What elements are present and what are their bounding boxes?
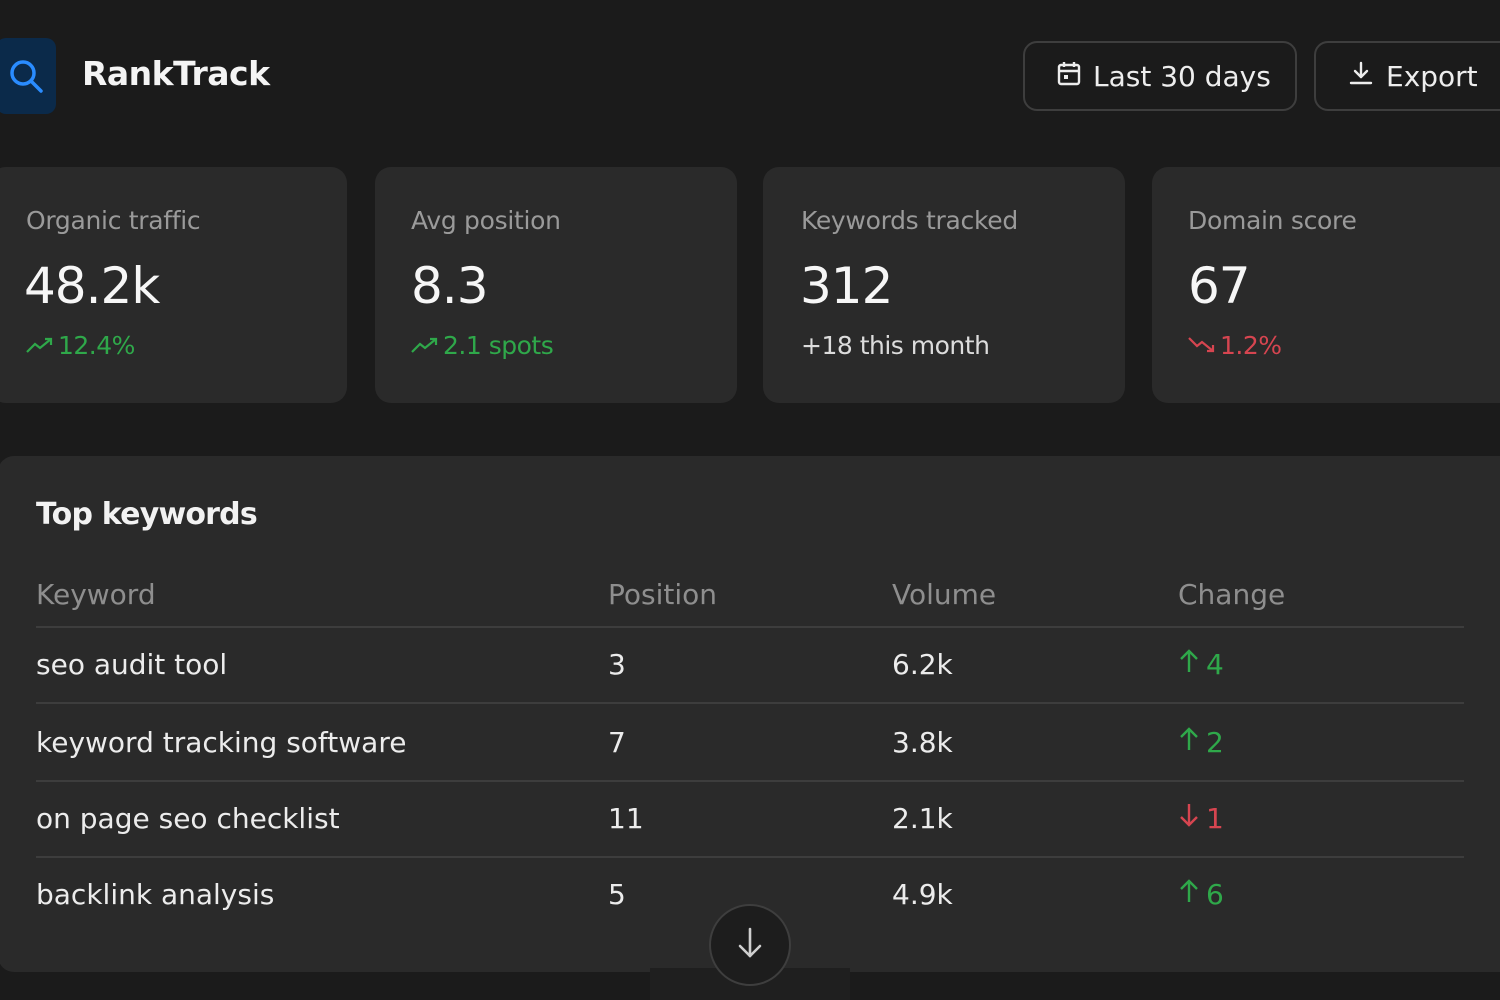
arrow-up-icon [1178,648,1200,681]
trend-down-icon [1188,331,1216,360]
column-header-volume[interactable]: Volume [892,578,997,611]
export-label: Export [1386,59,1478,93]
header-divider [36,626,1464,628]
change-cell: 1 [1178,802,1224,835]
volume-cell: 6.2k [892,648,953,681]
search-icon[interactable] [0,38,56,114]
position-cell: 5 [608,878,626,911]
app-title: RankTrack [82,54,270,93]
row-divider [36,856,1464,858]
stat-label: Avg position [411,206,561,235]
date-range-button[interactable]: Last 30 days [1023,41,1297,111]
position-cell: 3 [608,648,626,681]
column-header-keyword[interactable]: Keyword [36,578,156,611]
stat-value: 8.3 [411,257,489,315]
stat-card-keywords-tracked: Keywords tracked 312 +18 this month [763,167,1125,403]
arrow-down-icon [1178,802,1200,835]
trend-up-icon [26,331,54,360]
stat-delta: +18 this month [801,331,990,360]
top-keywords-panel: Top keywords Keyword Position Volume Cha… [0,456,1500,972]
stat-value: 312 [800,257,893,315]
change-cell: 2 [1178,726,1224,759]
change-cell: 4 [1178,648,1224,681]
stat-label: Keywords tracked [801,206,1018,235]
keyword-cell: keyword tracking software [36,726,407,759]
position-cell: 11 [608,802,644,835]
position-cell: 7 [608,726,626,759]
stat-label: Domain score [1188,206,1357,235]
stat-card-organic-traffic: Organic traffic 48.2k 12.4% [0,167,347,403]
arrow-down-icon [735,926,765,964]
arrow-up-icon [1178,726,1200,759]
volume-cell: 4.9k [892,878,953,911]
panel-title: Top keywords [36,497,258,532]
column-header-change[interactable]: Change [1178,578,1286,611]
keyword-cell: backlink analysis [36,878,275,911]
export-button[interactable]: Export [1314,41,1500,111]
change-cell: 6 [1178,878,1224,911]
stat-delta: 1.2% [1188,331,1282,360]
arrow-up-icon [1178,878,1200,911]
date-range-label: Last 30 days [1093,59,1271,93]
calendar-icon [1057,60,1081,93]
stat-card-avg-position: Avg position 8.3 2.1 spots [375,167,737,403]
keyword-cell: seo audit tool [36,648,228,681]
column-header-position[interactable]: Position [608,578,718,611]
stat-card-domain-score: Domain score 67 1.2% [1152,167,1500,403]
stat-delta: 12.4% [26,331,135,360]
top-header: RankTrack Last 30 days [0,0,1500,150]
stat-value: 48.2k [24,257,160,315]
stat-label: Organic traffic [26,206,201,235]
row-divider [36,702,1464,704]
keyword-cell: on page seo checklist [36,802,340,835]
volume-cell: 3.8k [892,726,953,759]
stat-value: 67 [1188,257,1251,315]
scroll-down-button[interactable] [709,904,791,986]
volume-cell: 2.1k [892,802,953,835]
stat-delta: 2.1 spots [411,331,554,360]
download-icon [1348,60,1374,93]
row-divider [36,780,1464,782]
trend-up-icon [411,331,439,360]
